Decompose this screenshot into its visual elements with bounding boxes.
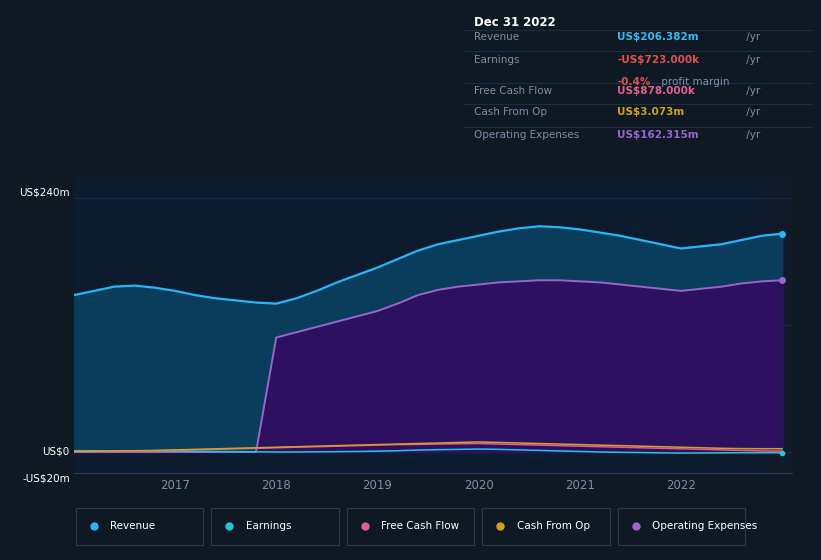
Text: Free Cash Flow: Free Cash Flow	[381, 521, 460, 531]
Text: US$878.000k: US$878.000k	[617, 86, 695, 96]
Text: /yr: /yr	[743, 86, 760, 96]
Text: Revenue: Revenue	[110, 521, 155, 531]
Text: /yr: /yr	[743, 108, 760, 118]
Text: US$3.073m: US$3.073m	[617, 108, 685, 118]
Text: US$206.382m: US$206.382m	[617, 32, 699, 43]
Text: Dec 31 2022: Dec 31 2022	[475, 16, 556, 29]
Text: /yr: /yr	[743, 55, 760, 65]
Text: /yr: /yr	[743, 32, 760, 43]
Text: Earnings: Earnings	[475, 55, 520, 65]
Text: Cash From Op: Cash From Op	[517, 521, 589, 531]
Text: Free Cash Flow: Free Cash Flow	[475, 86, 553, 96]
Bar	[765, 176, 821, 473]
Text: -US$723.000k: -US$723.000k	[617, 55, 699, 65]
Text: US$162.315m: US$162.315m	[617, 130, 699, 139]
Text: US$0: US$0	[43, 447, 70, 457]
Text: profit margin: profit margin	[658, 77, 729, 87]
Text: -0.4%: -0.4%	[617, 77, 651, 87]
Text: US$240m: US$240m	[19, 188, 70, 198]
Text: Cash From Op: Cash From Op	[475, 108, 548, 118]
Text: /yr: /yr	[743, 130, 760, 139]
Text: Earnings: Earnings	[245, 521, 291, 531]
Text: Operating Expenses: Operating Expenses	[475, 130, 580, 139]
Text: Operating Expenses: Operating Expenses	[653, 521, 758, 531]
Text: -US$20m: -US$20m	[22, 473, 70, 483]
Text: Revenue: Revenue	[475, 32, 520, 43]
